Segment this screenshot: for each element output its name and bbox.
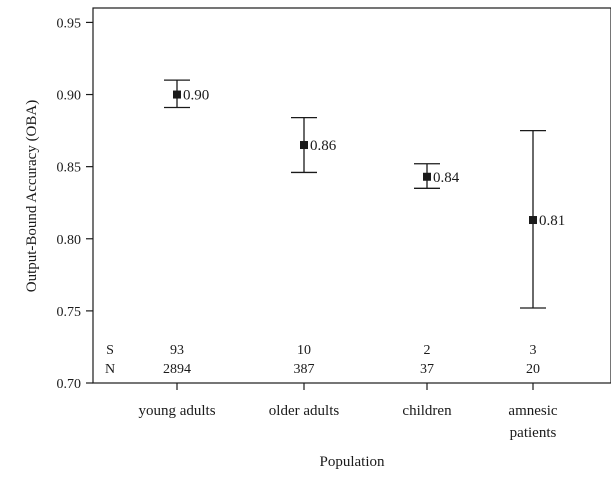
x-tick-label: young adults: [138, 403, 215, 419]
y-tick-label: 0.95: [57, 16, 82, 31]
count-s-value: 2: [424, 343, 431, 358]
x-tick-label: older adults: [269, 403, 340, 419]
data-label: 0.90: [183, 88, 209, 104]
count-s-value: 3: [530, 343, 537, 358]
count-s-value: 10: [297, 343, 311, 358]
data-label: 0.86: [310, 138, 337, 154]
x-axis: young adults older adults children amnesic p…: [138, 383, 558, 441]
data-point: [529, 216, 537, 225]
count-n-value: 2894: [163, 362, 191, 377]
x-axis-title: Population: [319, 454, 385, 470]
data-point: [173, 90, 181, 99]
y-axis-title: Output-Bound Accuracy (OBA): [24, 100, 40, 292]
data-point: [423, 172, 431, 181]
x-tick-label: amnesic: [508, 403, 557, 419]
data-label: 0.84: [433, 170, 460, 186]
count-n-value: 20: [526, 362, 540, 377]
count-s-value: 93: [170, 343, 184, 358]
x-tick-label: children: [402, 403, 452, 419]
y-tick-label: 0.90: [57, 89, 82, 104]
count-row-label-s: S: [106, 343, 114, 358]
data-marks: 0.90 0.86 0.84 0.81: [164, 79, 565, 309]
y-tick-label: 0.80: [57, 233, 82, 248]
data-point: [300, 141, 308, 150]
count-n-value: 37: [420, 362, 434, 377]
count-table: SN 93 10 2 3 2894 387 37 20: [105, 343, 540, 377]
y-tick-label: 0.85: [57, 161, 82, 176]
count-n-value: 387: [294, 362, 315, 377]
y-axis: 0.70 0.75 0.80 0.85 0.90 0.95: [57, 16, 93, 392]
count-row-label-n: N: [105, 362, 115, 377]
plot-frame: [92, 7, 611, 384]
x-tick-label: patients: [510, 425, 557, 441]
data-label: 0.81: [539, 213, 565, 229]
y-tick-label: 0.75: [57, 305, 82, 320]
y-tick-label: 0.70: [57, 377, 82, 392]
